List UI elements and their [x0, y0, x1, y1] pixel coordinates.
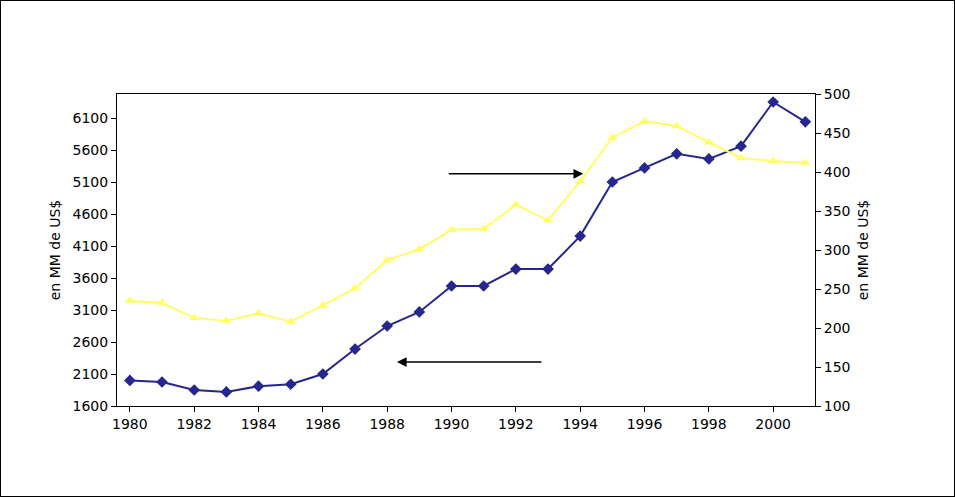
svg-text:150: 150: [824, 359, 851, 375]
svg-text:5600: 5600: [73, 142, 109, 158]
svg-text:1984: 1984: [241, 416, 277, 432]
svg-text:1988: 1988: [369, 416, 405, 432]
svg-text:100: 100: [824, 398, 851, 414]
svg-text:2600: 2600: [73, 334, 109, 350]
svg-text:400: 400: [824, 164, 851, 180]
svg-text:1982: 1982: [176, 416, 212, 432]
svg-text:4600: 4600: [73, 206, 109, 222]
svg-text:1994: 1994: [562, 416, 598, 432]
svg-text:en MM de US$: en MM de US$: [47, 200, 63, 301]
svg-text:1998: 1998: [691, 416, 727, 432]
svg-text:350: 350: [824, 203, 851, 219]
svg-text:1992: 1992: [498, 416, 534, 432]
svg-text:en MM de US$: en MM de US$: [855, 200, 871, 301]
svg-text:5100: 5100: [73, 174, 109, 190]
svg-text:2000: 2000: [755, 416, 791, 432]
svg-text:250: 250: [824, 281, 851, 297]
svg-text:1980: 1980: [112, 416, 148, 432]
svg-text:450: 450: [824, 125, 851, 141]
svg-text:1990: 1990: [434, 416, 470, 432]
svg-text:3100: 3100: [73, 302, 109, 318]
svg-text:300: 300: [824, 242, 851, 258]
svg-text:1996: 1996: [627, 416, 663, 432]
svg-text:500: 500: [824, 86, 851, 102]
svg-text:3600: 3600: [73, 270, 109, 286]
svg-text:200: 200: [824, 320, 851, 336]
svg-text:4100: 4100: [73, 238, 109, 254]
svg-text:1986: 1986: [305, 416, 341, 432]
svg-text:1600: 1600: [73, 398, 109, 414]
svg-text:6100: 6100: [73, 110, 109, 126]
svg-text:2100: 2100: [73, 366, 109, 382]
